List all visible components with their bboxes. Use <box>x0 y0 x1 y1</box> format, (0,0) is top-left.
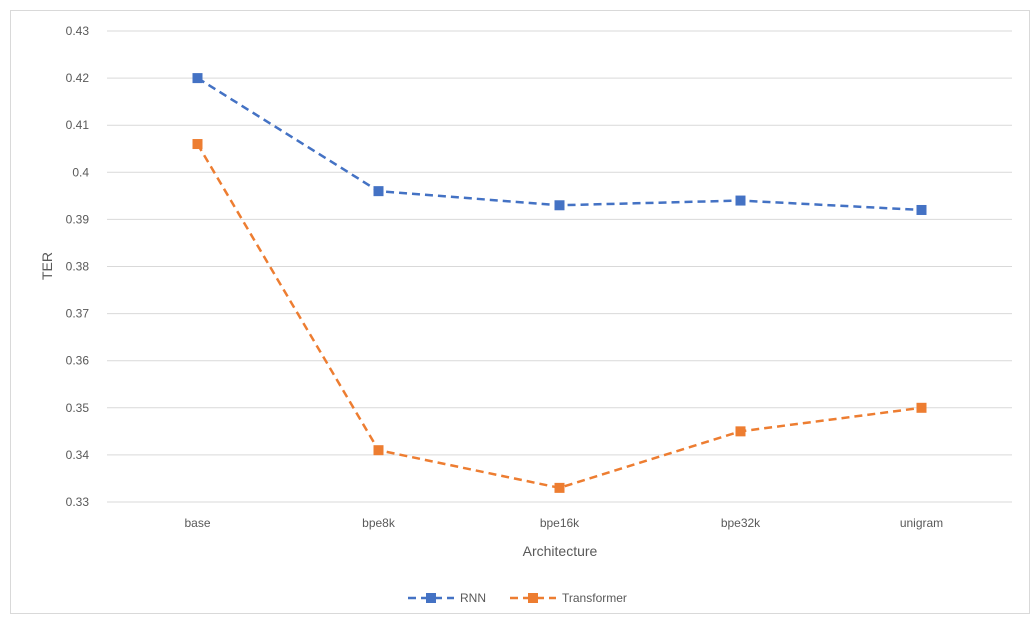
data-point <box>735 195 746 206</box>
y-tick-label: 0.41 <box>66 118 90 132</box>
x-tick-label: bpe16k <box>540 516 580 530</box>
y-tick-label: 0.39 <box>66 212 90 226</box>
series-rnn <box>192 73 927 215</box>
data-point <box>916 204 927 215</box>
y-tick-label: 0.37 <box>66 307 90 321</box>
legend-item: Transformer <box>510 591 627 605</box>
legend-label: RNN <box>460 591 486 605</box>
y-tick-label: 0.42 <box>66 71 90 85</box>
x-axis-ticks: base bpe8k bpe16k bpe32k unigram <box>184 516 943 530</box>
x-tick-label: unigram <box>900 516 943 530</box>
data-point <box>554 482 565 493</box>
x-tick-label: base <box>184 516 210 530</box>
data-point <box>554 200 565 211</box>
y-axis-ticks: 0.33 0.34 0.35 0.36 0.37 0.38 0.39 0.4 0.41 0.42 0… <box>66 24 90 509</box>
legend: RNN Transformer <box>408 591 627 605</box>
x-axis-label: Architecture <box>523 543 598 559</box>
data-point <box>735 426 746 437</box>
series-transformer <box>192 139 927 493</box>
data-point <box>916 402 927 413</box>
series-line <box>196 143 922 490</box>
y-tick-label: 0.34 <box>66 448 90 462</box>
y-tick-label: 0.33 <box>66 495 90 509</box>
y-axis-label: TER <box>39 252 55 280</box>
series-layer <box>192 73 927 493</box>
data-point <box>373 445 384 456</box>
data-point <box>192 73 203 84</box>
y-tick-label: 0.35 <box>66 401 90 415</box>
y-tick-label: 0.36 <box>66 354 90 368</box>
data-point <box>192 139 203 150</box>
legend-marker <box>426 593 436 603</box>
gridlines <box>107 30 1012 503</box>
y-tick-label: 0.38 <box>66 260 90 274</box>
legend-item: RNN <box>408 591 486 605</box>
y-tick-label: 0.43 <box>66 24 90 38</box>
legend-marker <box>528 593 538 603</box>
y-tick-label: 0.4 <box>72 165 89 179</box>
legend-label: Transformer <box>562 591 627 605</box>
chart-frame <box>10 10 1030 614</box>
series-line <box>196 77 922 212</box>
x-tick-label: bpe8k <box>362 516 396 530</box>
data-point <box>373 186 384 197</box>
x-tick-label: bpe32k <box>721 516 761 530</box>
